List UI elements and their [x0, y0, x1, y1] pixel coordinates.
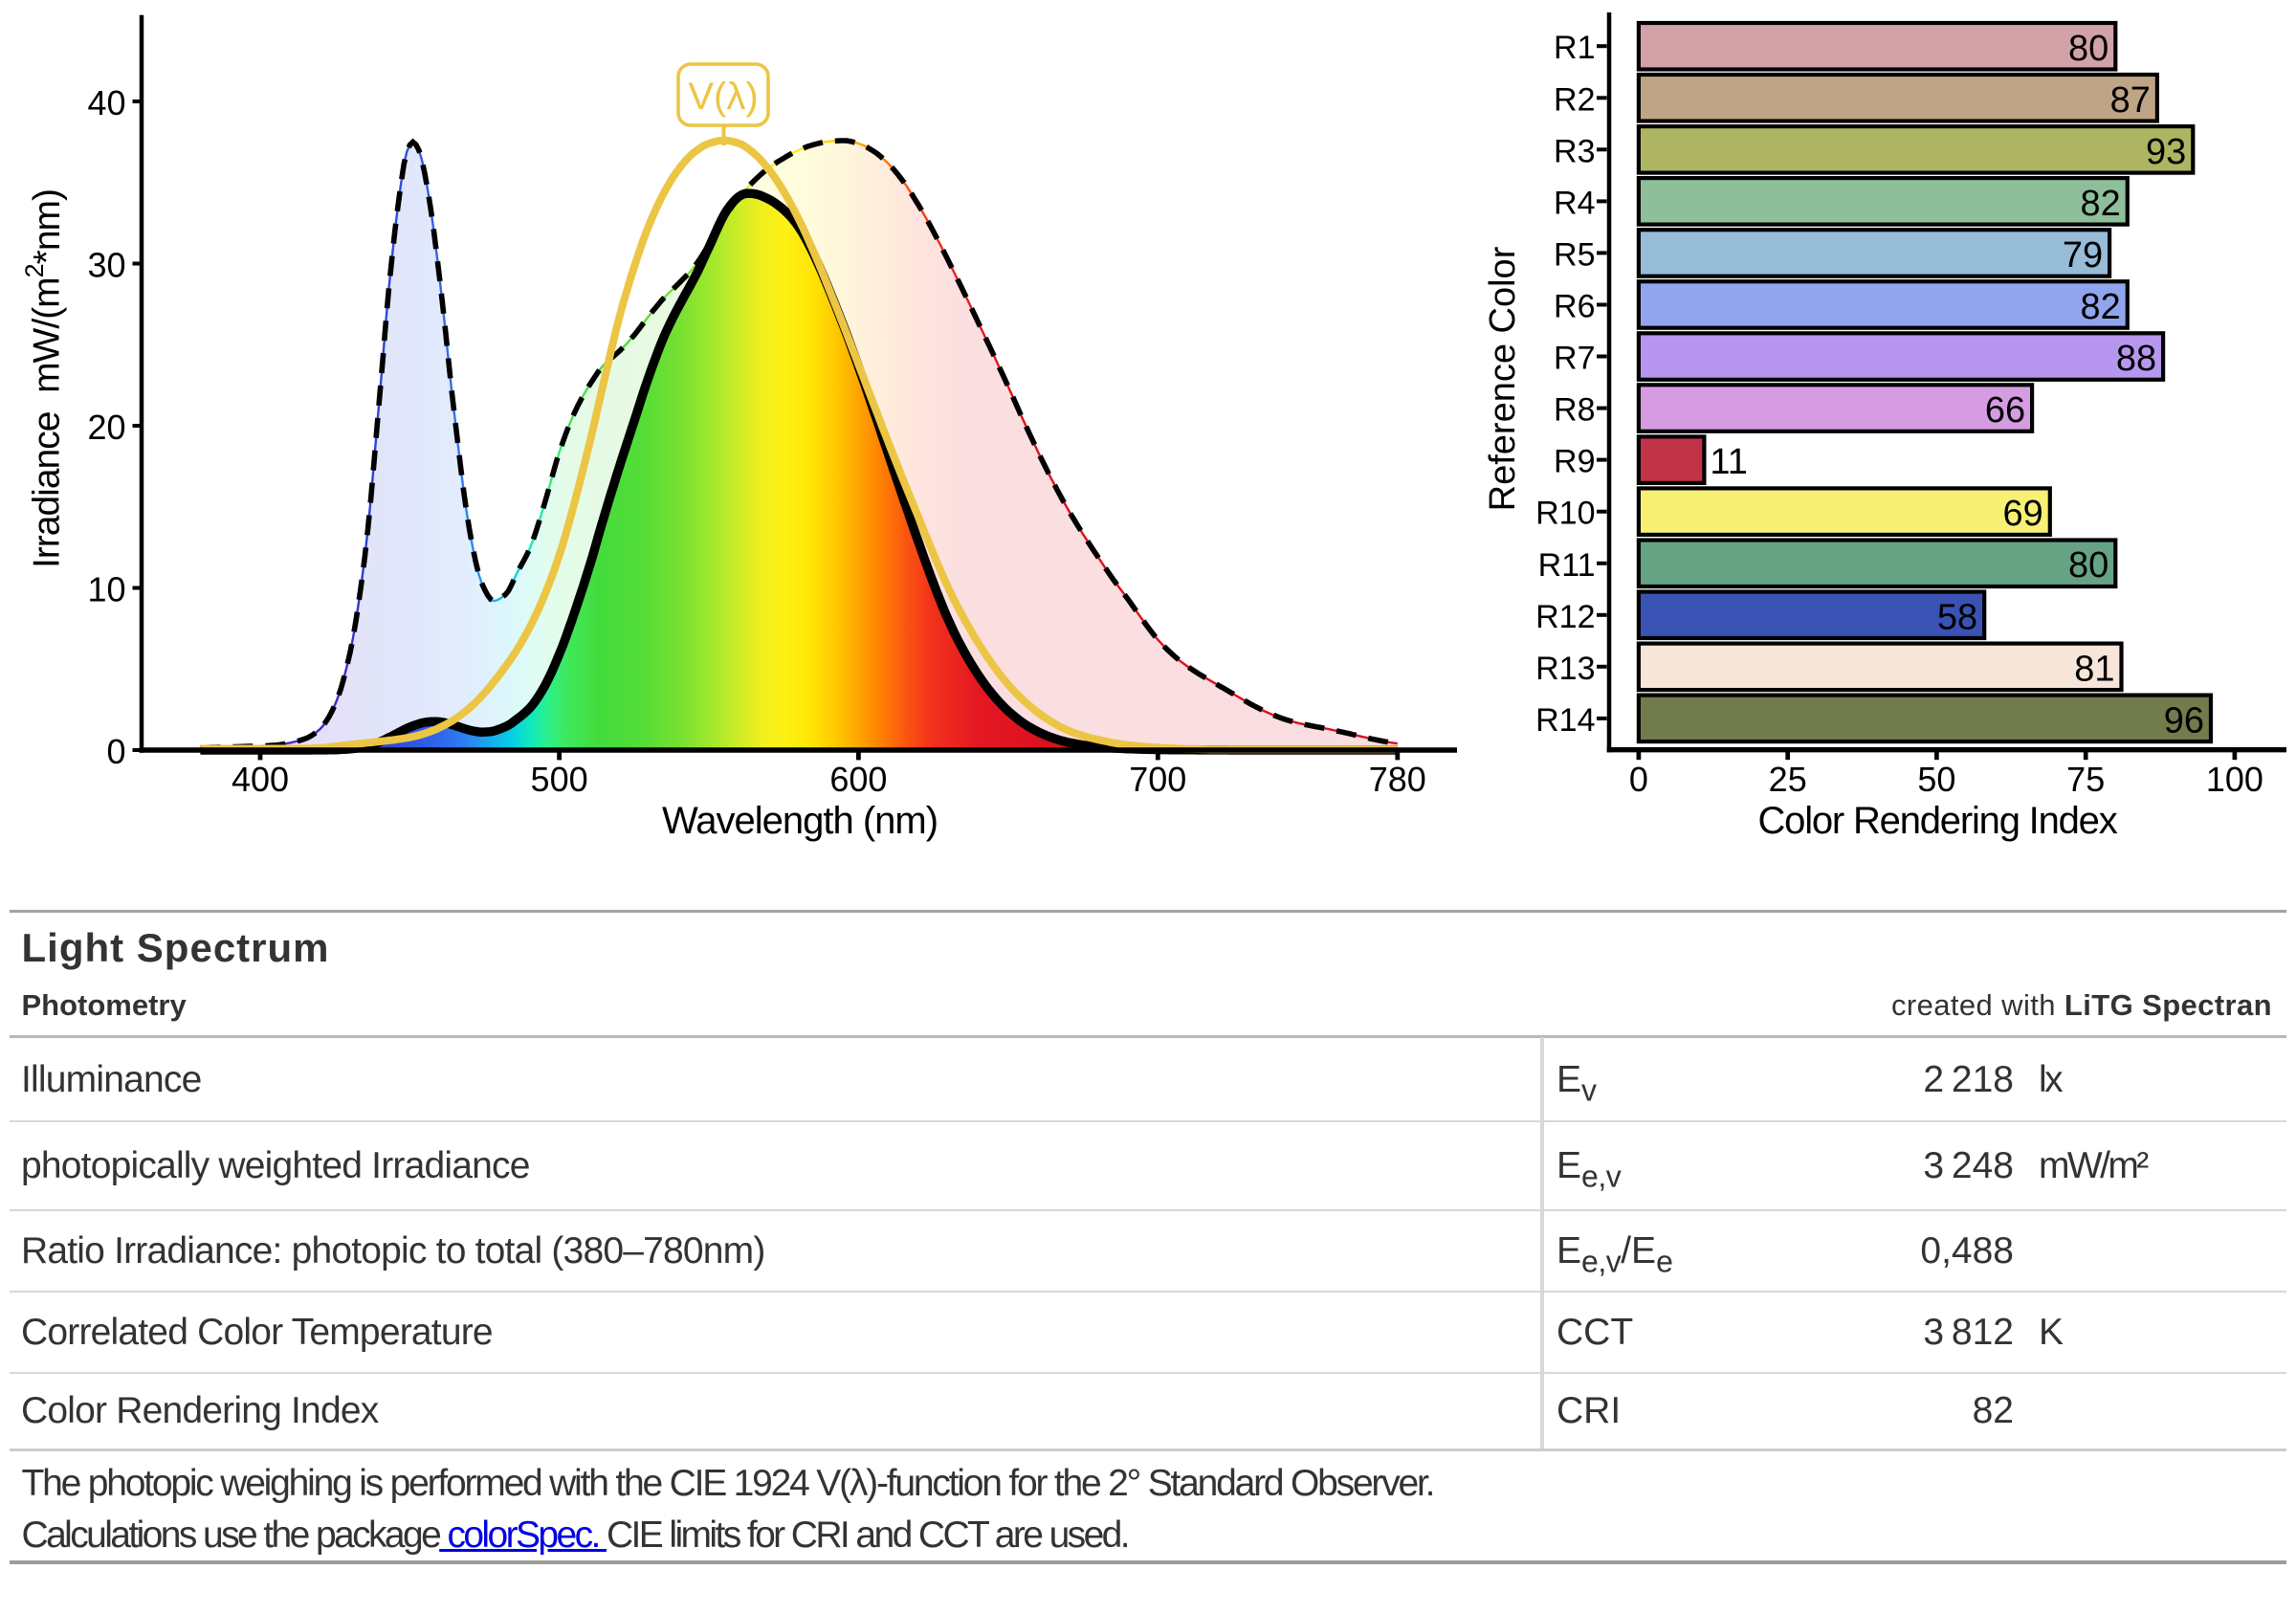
svg-text:R12: R12 — [1535, 599, 1595, 635]
svg-text:500: 500 — [531, 760, 588, 799]
svg-text:66: 66 — [1985, 390, 2025, 431]
svg-text:100: 100 — [2206, 760, 2263, 799]
svg-text:Reference Color: Reference Color — [1483, 246, 1523, 511]
svg-text:93: 93 — [2146, 132, 2186, 172]
svg-text:R14: R14 — [1535, 702, 1595, 739]
svg-text:R2: R2 — [1554, 81, 1595, 118]
svg-text:R5: R5 — [1554, 236, 1595, 273]
svg-text:81: 81 — [2074, 649, 2114, 689]
svg-text:400: 400 — [232, 760, 289, 799]
svg-text:40: 40 — [87, 83, 125, 122]
svg-text:R7: R7 — [1554, 341, 1595, 377]
svg-text:82: 82 — [2081, 287, 2121, 327]
svg-text:R1: R1 — [1554, 30, 1595, 66]
svg-text:R6: R6 — [1554, 289, 1595, 325]
svg-text:R10: R10 — [1535, 496, 1595, 532]
svg-text:30: 30 — [87, 245, 125, 284]
svg-text:V(λ): V(λ) — [688, 76, 758, 118]
svg-text:Wavelength (nm): Wavelength (nm) — [662, 800, 938, 842]
svg-text:R8: R8 — [1554, 392, 1595, 429]
svg-text:58: 58 — [1937, 597, 1977, 637]
svg-text:10: 10 — [87, 569, 125, 608]
svg-text:Color Rendering Index: Color Rendering Index — [1757, 800, 2117, 842]
svg-text:R3: R3 — [1554, 133, 1595, 169]
svg-text:R9: R9 — [1554, 444, 1595, 480]
svg-text:R11: R11 — [1538, 547, 1596, 584]
svg-text:0: 0 — [106, 732, 125, 771]
svg-text:80: 80 — [2068, 29, 2108, 69]
svg-text:20: 20 — [87, 408, 125, 447]
svg-text:R13: R13 — [1535, 651, 1595, 687]
svg-text:11: 11 — [1710, 442, 1747, 482]
svg-text:25: 25 — [1769, 760, 1807, 799]
svg-text:87: 87 — [2110, 80, 2151, 121]
svg-text:700: 700 — [1129, 760, 1186, 799]
svg-text:82: 82 — [2081, 184, 2121, 224]
svg-text:780: 780 — [1369, 760, 1426, 799]
svg-text:80: 80 — [2068, 545, 2108, 586]
svg-text:600: 600 — [829, 760, 887, 799]
svg-text:R4: R4 — [1554, 185, 1595, 221]
svg-text:79: 79 — [2063, 235, 2103, 276]
svg-text:75: 75 — [2066, 760, 2105, 799]
svg-text:Irradiance mW/(m2*nm): Irradiance mW/(m2*nm) — [20, 189, 68, 568]
svg-text:50: 50 — [1917, 760, 1955, 799]
svg-text:69: 69 — [2003, 494, 2043, 534]
svg-text:88: 88 — [2116, 339, 2156, 379]
svg-text:96: 96 — [2164, 700, 2204, 741]
svg-text:0: 0 — [1629, 760, 1648, 799]
